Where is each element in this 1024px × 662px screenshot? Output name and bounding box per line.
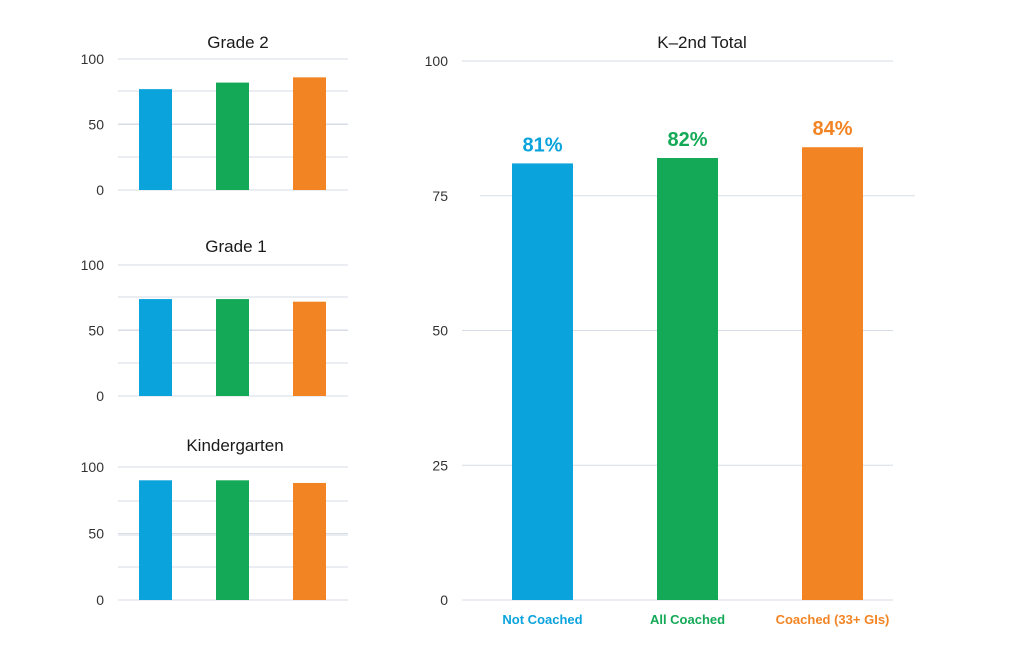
k2-total-category-label: Coached (33+ GIs) [776, 612, 890, 627]
k2-total-category-label: Not Coached [502, 612, 582, 627]
k2-total-title: K–2nd Total [657, 33, 746, 52]
grade-2-y-tick-label: 0 [96, 182, 104, 198]
grade-2-bar [216, 82, 249, 190]
k2-total-bar [512, 163, 573, 600]
k2-total-category-label: All Coached [650, 612, 725, 627]
k2-total-bar [657, 158, 718, 600]
grade-2-bar [293, 77, 326, 190]
k2-total-bar [802, 147, 863, 601]
grade-1-chart: Grade 1 0 50 100 [81, 237, 348, 404]
grade-2-chart: Grade 2 0 50 100 [81, 33, 348, 198]
k2-total-data-label: 81% [522, 134, 562, 156]
k2-total-y-tick-label: 50 [432, 323, 448, 339]
kindergarten-chart: Kindergarten 0 50 100 [81, 436, 348, 608]
k2-total-y-tick-label: 75 [432, 188, 448, 204]
kindergarten-bar [216, 480, 249, 600]
k2-total-y-tick-label: 25 [432, 457, 448, 473]
grade-1-title: Grade 1 [205, 237, 266, 256]
grade-1-y-tick-label: 100 [81, 257, 105, 273]
grade-1-bar [139, 299, 172, 396]
grade-1-y-tick-label: 0 [96, 388, 104, 404]
grade-1-bar [216, 299, 249, 396]
kindergarten-y-tick-label: 100 [81, 459, 105, 475]
k2-total-y-tick-label: 100 [425, 53, 449, 69]
k2-total-y-tick-label: 0 [440, 592, 448, 608]
kindergarten-bar [293, 482, 326, 600]
grade-2-y-tick-label: 100 [81, 51, 105, 67]
grade-2-title: Grade 2 [207, 33, 268, 52]
grade-2-bar [139, 89, 172, 190]
k2-total-data-label: 84% [812, 118, 852, 140]
k2-total-data-label: 82% [667, 129, 707, 151]
kindergarten-y-tick-label: 0 [96, 592, 104, 608]
grade-1-bar [293, 301, 326, 396]
grade-2-y-tick-label: 50 [88, 117, 104, 133]
kindergarten-y-tick-label: 50 [88, 526, 104, 542]
k2-total-chart: K–2nd Total 0 25 50 75 100 81% Not Coached 82% A… [425, 33, 915, 627]
kindergarten-title: Kindergarten [186, 436, 283, 455]
grade-1-y-tick-label: 50 [88, 323, 104, 339]
kindergarten-bar [139, 480, 172, 600]
